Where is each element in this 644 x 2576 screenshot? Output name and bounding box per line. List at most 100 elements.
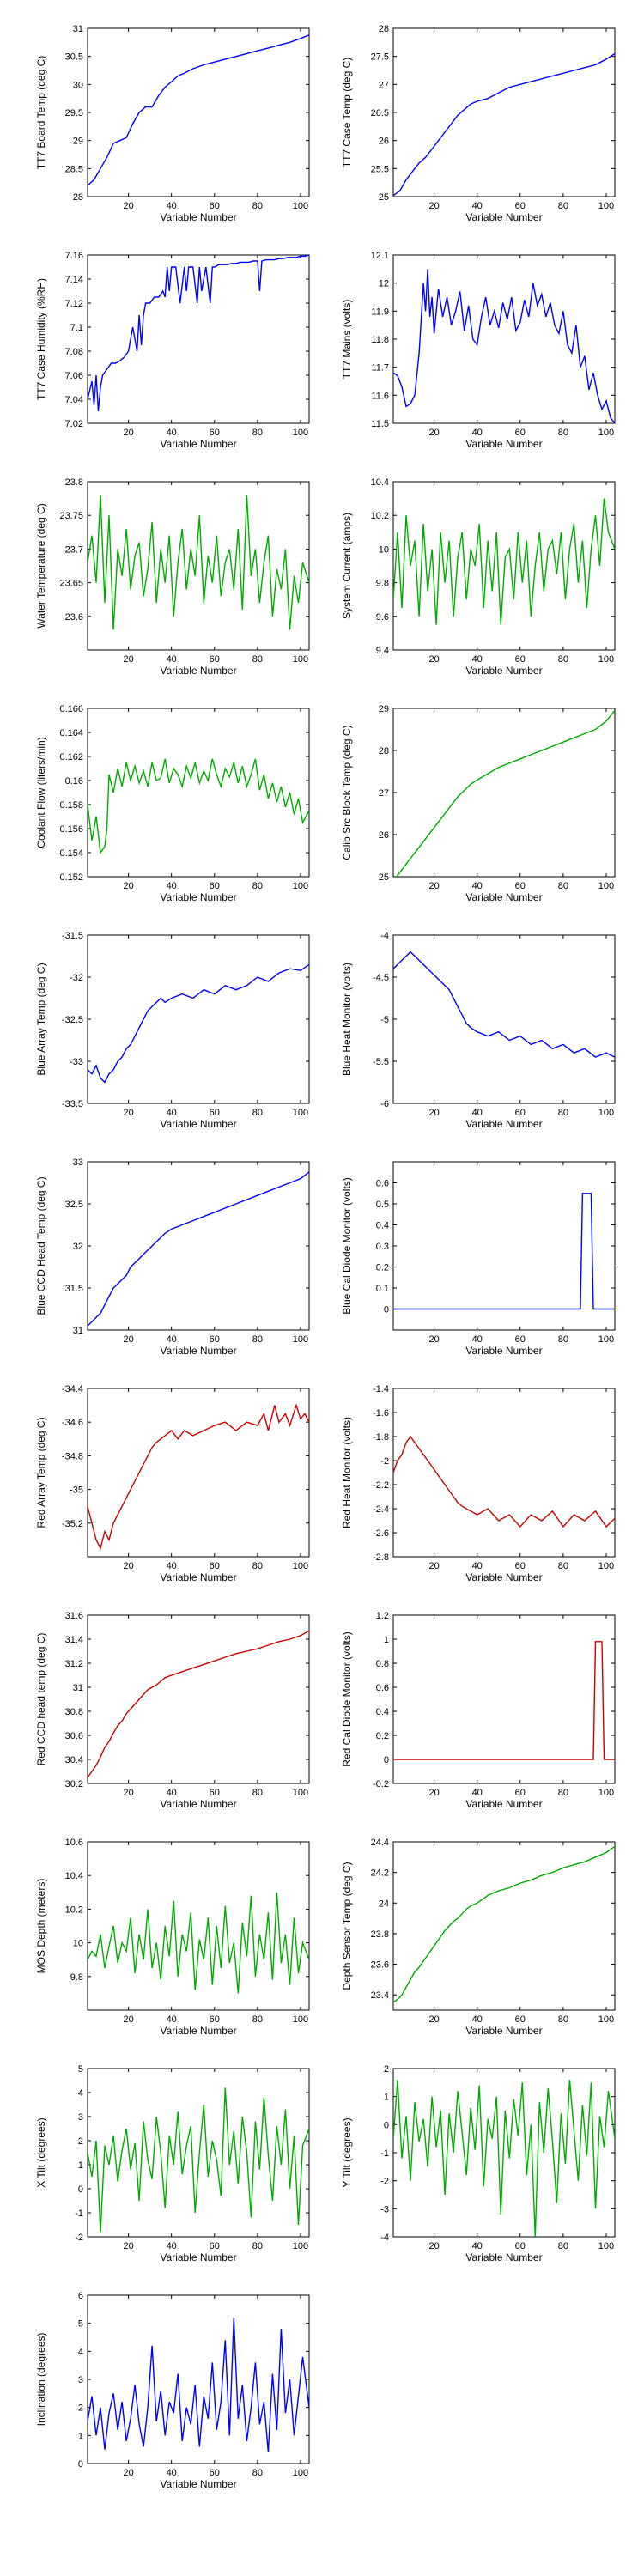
x-axis-label: Variable Number — [160, 2251, 236, 2263]
y-tick-label: -5.5 — [373, 1057, 389, 1067]
x-tick-label: 40 — [167, 1108, 177, 1118]
y-tick-label: 31.2 — [65, 1659, 83, 1669]
y-tick-label: 5 — [78, 2319, 83, 2330]
x-axis-label: Variable Number — [160, 2025, 236, 2037]
plot-frame — [392, 1161, 616, 1331]
y-tick-label: 12.1 — [371, 251, 389, 261]
x-tick-label: 40 — [167, 2241, 177, 2251]
x-tick-label: 60 — [515, 1788, 526, 1798]
y-tick-label: 7.1 — [70, 323, 83, 333]
x-tick-label: 60 — [515, 1334, 526, 1345]
y-tick-label: 28 — [73, 192, 83, 203]
series-line — [393, 269, 615, 423]
x-axis-label: Variable Number — [465, 1118, 542, 1130]
series-line — [88, 1171, 309, 1327]
chart-panel-1: 20 40 60 80 100 28 28.5 29 29.5 30 30.5 31 Variable … — [35, 24, 310, 223]
y-tick-label: 24.2 — [371, 1868, 389, 1879]
y-tick-label: -34.4 — [62, 1384, 83, 1394]
chart-panel-6: 20 40 60 80 100 9.4 9.6 9.8 10 10.2 10.4 Variable N… — [341, 477, 616, 677]
series-line — [88, 1892, 309, 1994]
y-tick-label: 28.5 — [65, 164, 83, 174]
plot-frame — [87, 2068, 310, 2238]
y-tick-label: 23.8 — [65, 477, 83, 488]
y-tick-label: -2 — [75, 2233, 83, 2243]
x-tick-label: 60 — [210, 1334, 220, 1345]
plot-frame — [392, 27, 616, 197]
x-axis-label: Variable Number — [160, 1118, 236, 1130]
x-tick-label: 40 — [167, 2014, 177, 2025]
y-tick-label: 29.5 — [65, 108, 83, 118]
plot-frame — [87, 1841, 310, 2011]
x-tick-label: 20 — [123, 2014, 133, 2025]
y-tick-label: 0.164 — [59, 728, 83, 738]
y-tick-label: -6 — [380, 1099, 389, 1109]
x-tick-label: 40 — [472, 428, 483, 438]
x-tick-label: 60 — [515, 1561, 526, 1571]
y-tick-label: -1 — [75, 2208, 83, 2219]
x-axis-label: Variable Number — [465, 211, 542, 223]
y-tick-label: 30.6 — [65, 1731, 83, 1741]
plot-frame — [87, 934, 310, 1104]
series-line — [393, 1641, 615, 1760]
y-axis-label: Y Tilt (degrees) — [341, 2117, 353, 2187]
chart-panel-2: 20 40 60 80 100 25 25.5 26 26.5 27 27.5 28 Variable … — [341, 24, 616, 223]
x-tick-label: 60 — [210, 1561, 220, 1571]
x-axis-label: Variable Number — [465, 665, 542, 677]
y-tick-label: 26.5 — [371, 108, 389, 118]
y-axis-label: Red Cal Diode Monitor (volts) — [341, 1631, 353, 1766]
chart-panel-13: 20 40 60 80 100 -35.2 -35 -34.8 -34.6 -34.4 Variab… — [35, 1384, 310, 1583]
y-axis-label: TT7 Case Humidity (%RH) — [35, 278, 47, 400]
x-tick-label: 60 — [210, 2468, 220, 2478]
y-tick-label: 7.06 — [65, 371, 83, 381]
x-tick-label: 80 — [252, 1788, 263, 1798]
y-tick-label: -1.4 — [373, 1384, 389, 1394]
y-tick-label: 29 — [379, 704, 389, 714]
y-tick-label: 30.2 — [65, 1779, 83, 1789]
x-axis-label: Variable Number — [160, 211, 236, 223]
x-tick-label: 60 — [515, 881, 526, 891]
y-tick-label: -5 — [380, 1015, 389, 1025]
y-axis-label: MOS Depth (meters) — [35, 1879, 47, 1974]
x-tick-label: 60 — [515, 654, 526, 665]
plot-frame — [392, 1841, 616, 2011]
x-tick-label: 80 — [558, 2014, 568, 2025]
x-tick-label: 20 — [428, 1334, 439, 1345]
chart-panel-12: 20 40 60 80 100 0 0.1 0.2 0.3 0.4 0.5 0.6 Variable N… — [341, 1161, 616, 1357]
y-tick-label: 0.5 — [376, 1200, 389, 1210]
series-line — [393, 1845, 615, 2003]
y-tick-label: 0.6 — [376, 1179, 389, 1189]
x-tick-label: 20 — [428, 654, 439, 665]
x-tick-label: 80 — [252, 1334, 263, 1345]
y-tick-label: -1.8 — [373, 1432, 389, 1443]
series-line — [393, 2080, 615, 2237]
y-tick-label: -32.5 — [62, 1015, 83, 1025]
x-tick-label: 80 — [252, 2241, 263, 2251]
chart-panel-7: 20 40 60 80 100 0.152 0.154 0.156 0.158 0.16 0.162… — [35, 704, 310, 903]
y-tick-label: 10.2 — [371, 511, 389, 521]
y-tick-label: 30.5 — [65, 52, 83, 63]
x-tick-label: 80 — [252, 1561, 263, 1571]
y-tick-label: 24.4 — [371, 1838, 389, 1848]
x-tick-label: 80 — [252, 2468, 263, 2478]
x-tick-label: 20 — [123, 654, 133, 665]
x-tick-label: 60 — [210, 654, 220, 665]
y-tick-label: -3 — [380, 2204, 389, 2215]
y-tick-label: 28 — [379, 24, 389, 34]
y-tick-label: -35 — [70, 1485, 83, 1496]
x-tick-label: 20 — [123, 1108, 133, 1118]
y-tick-label: 1.2 — [376, 1611, 389, 1621]
series-line — [88, 2087, 309, 2233]
y-tick-label: 0.2 — [376, 1263, 389, 1273]
x-tick-label: 40 — [167, 2468, 177, 2478]
y-tick-label: 23.75 — [59, 511, 83, 521]
x-axis-label: Variable Number — [465, 1345, 542, 1357]
plot-frame — [392, 934, 616, 1104]
y-tick-label: 10.2 — [65, 1905, 83, 1915]
plot-frame — [392, 1614, 616, 1784]
x-tick-label: 20 — [428, 1788, 439, 1798]
y-tick-label: 9.8 — [70, 1972, 83, 1983]
y-tick-label: 27 — [379, 788, 389, 799]
x-tick-label: 100 — [598, 881, 614, 891]
y-tick-label: 5 — [78, 2064, 83, 2075]
x-tick-label: 100 — [293, 2241, 308, 2251]
